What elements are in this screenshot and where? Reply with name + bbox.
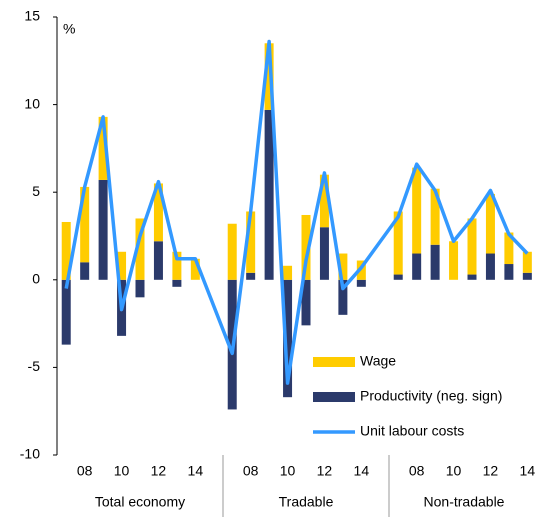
y-tick-label: -5 xyxy=(28,358,41,374)
bar xyxy=(504,264,514,280)
x-tick-label: 12 xyxy=(151,463,167,479)
bar xyxy=(430,188,440,245)
bar xyxy=(117,251,127,280)
bar xyxy=(301,279,311,326)
y-tick-label: -10 xyxy=(20,446,40,462)
x-tick-label: 10 xyxy=(446,463,462,479)
bar xyxy=(504,232,514,265)
y-tick-label: 15 xyxy=(24,8,40,24)
x-tick-label: 14 xyxy=(520,463,536,479)
group-label: Tradable xyxy=(279,494,334,510)
bar xyxy=(264,43,274,110)
bar xyxy=(172,279,182,287)
y-tick-label: 0 xyxy=(32,271,40,287)
bar xyxy=(522,251,532,273)
bar xyxy=(319,227,329,280)
x-tick-label: 14 xyxy=(188,463,204,479)
unit-annotation: % xyxy=(63,21,75,37)
bar xyxy=(430,244,440,280)
bar xyxy=(227,223,237,280)
line xyxy=(64,39,529,385)
bar xyxy=(338,253,348,280)
x-tick-label: 12 xyxy=(317,463,333,479)
bar xyxy=(190,258,200,280)
bar xyxy=(356,279,366,287)
bar xyxy=(485,193,495,254)
bar xyxy=(412,253,422,280)
y-tick-label: 10 xyxy=(24,95,40,111)
x-tick-label: 10 xyxy=(114,463,130,479)
legend-label: Wage xyxy=(360,353,396,369)
bar xyxy=(153,183,163,242)
legend-swatch xyxy=(313,357,355,367)
bar xyxy=(246,211,256,273)
x-tick-label: 08 xyxy=(243,463,259,479)
bar xyxy=(301,214,311,280)
bar xyxy=(449,241,459,280)
bar xyxy=(393,211,403,275)
bar xyxy=(61,279,71,345)
x-tick-label: 14 xyxy=(354,463,370,479)
bar xyxy=(264,109,274,280)
bar xyxy=(467,274,477,280)
bar xyxy=(172,251,182,280)
bar xyxy=(246,272,256,280)
group-label: Total economy xyxy=(95,494,185,510)
legend-label: Productivity (neg. sign) xyxy=(360,388,502,404)
bar xyxy=(283,265,293,280)
bar xyxy=(61,221,71,280)
bar xyxy=(485,253,495,280)
group-label: Non-tradable xyxy=(424,494,505,510)
y-tick-label: 5 xyxy=(32,183,40,199)
bar xyxy=(80,186,90,263)
x-tick-label: 10 xyxy=(280,463,296,479)
x-tick-label: 12 xyxy=(483,463,499,479)
bar xyxy=(522,272,532,280)
bar xyxy=(412,167,422,254)
bar xyxy=(98,179,108,280)
x-tick-label: 08 xyxy=(77,463,93,479)
bar xyxy=(80,262,90,280)
x-tick-label: 08 xyxy=(409,463,425,479)
bar xyxy=(338,279,348,315)
bar xyxy=(319,174,329,228)
bar xyxy=(135,279,145,298)
bar xyxy=(153,241,163,280)
bar xyxy=(283,279,293,398)
legend-label: Unit labour costs xyxy=(360,423,464,439)
bar xyxy=(98,116,108,180)
legend-swatch xyxy=(313,392,355,402)
bar xyxy=(135,218,145,280)
bar xyxy=(467,218,477,275)
bar xyxy=(393,274,403,280)
